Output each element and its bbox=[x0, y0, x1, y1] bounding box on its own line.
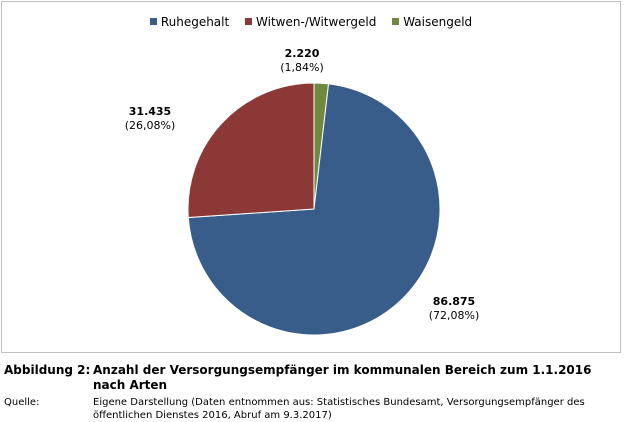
source-label: Quelle: bbox=[4, 397, 40, 408]
chart-area: Ruhegehalt Witwen-/Witwergeld Waisengeld… bbox=[1, 1, 621, 353]
data-label-waisengeld-value: 2.220 bbox=[284, 47, 320, 60]
data-label-waisengeld: 2.220 (1,84%) bbox=[280, 47, 324, 75]
legend-item-waisengeld: Waisengeld bbox=[392, 14, 472, 30]
caption-title-row: Abbildung 2: Anzahl der Versorgungsempfä… bbox=[4, 363, 620, 393]
data-label-ruhegehalt-percent: (72,08%) bbox=[428, 309, 480, 322]
data-label-witwengeld: 31.435 (26,08%) bbox=[125, 105, 176, 133]
data-label-ruhegehalt-value: 86.875 bbox=[432, 295, 476, 308]
data-label-witwengeld-percent: (26,08%) bbox=[124, 119, 176, 132]
figure-title: Anzahl der Versorgungsempfänger im kommu… bbox=[93, 363, 592, 392]
data-label-waisengeld-percent: (1,84%) bbox=[280, 61, 324, 74]
legend-item-witwengeld: Witwen-/Witwergeld bbox=[245, 14, 376, 30]
legend-label-waisengeld: Waisengeld bbox=[403, 15, 473, 29]
data-label-witwengeld-value: 31.435 bbox=[128, 105, 172, 118]
chart-legend: Ruhegehalt Witwen-/Witwergeld Waisengeld bbox=[2, 14, 620, 30]
figure-label: Abbildung 2: bbox=[4, 363, 91, 377]
legend-label-witwengeld: Witwen-/Witwergeld bbox=[256, 15, 377, 29]
legend-swatch-ruhegehalt bbox=[149, 18, 157, 25]
pie-chart bbox=[187, 82, 441, 336]
caption-source-row: Quelle: Eigene Darstellung (Daten entnom… bbox=[4, 396, 620, 422]
legend-label-ruhegehalt: Ruhegehalt bbox=[160, 15, 230, 29]
data-label-ruhegehalt: 86.875 (72,08%) bbox=[429, 295, 480, 323]
legend-swatch-witwengeld bbox=[245, 18, 253, 25]
source-text: Eigene Darstellung (Daten entnommen aus:… bbox=[93, 397, 585, 421]
slice-witwengeld bbox=[187, 82, 315, 219]
legend-swatch-waisengeld bbox=[392, 18, 400, 25]
figure-caption: Abbildung 2: Anzahl der Versorgungsempfä… bbox=[4, 363, 620, 422]
legend-item-ruhegehalt: Ruhegehalt bbox=[149, 14, 230, 30]
